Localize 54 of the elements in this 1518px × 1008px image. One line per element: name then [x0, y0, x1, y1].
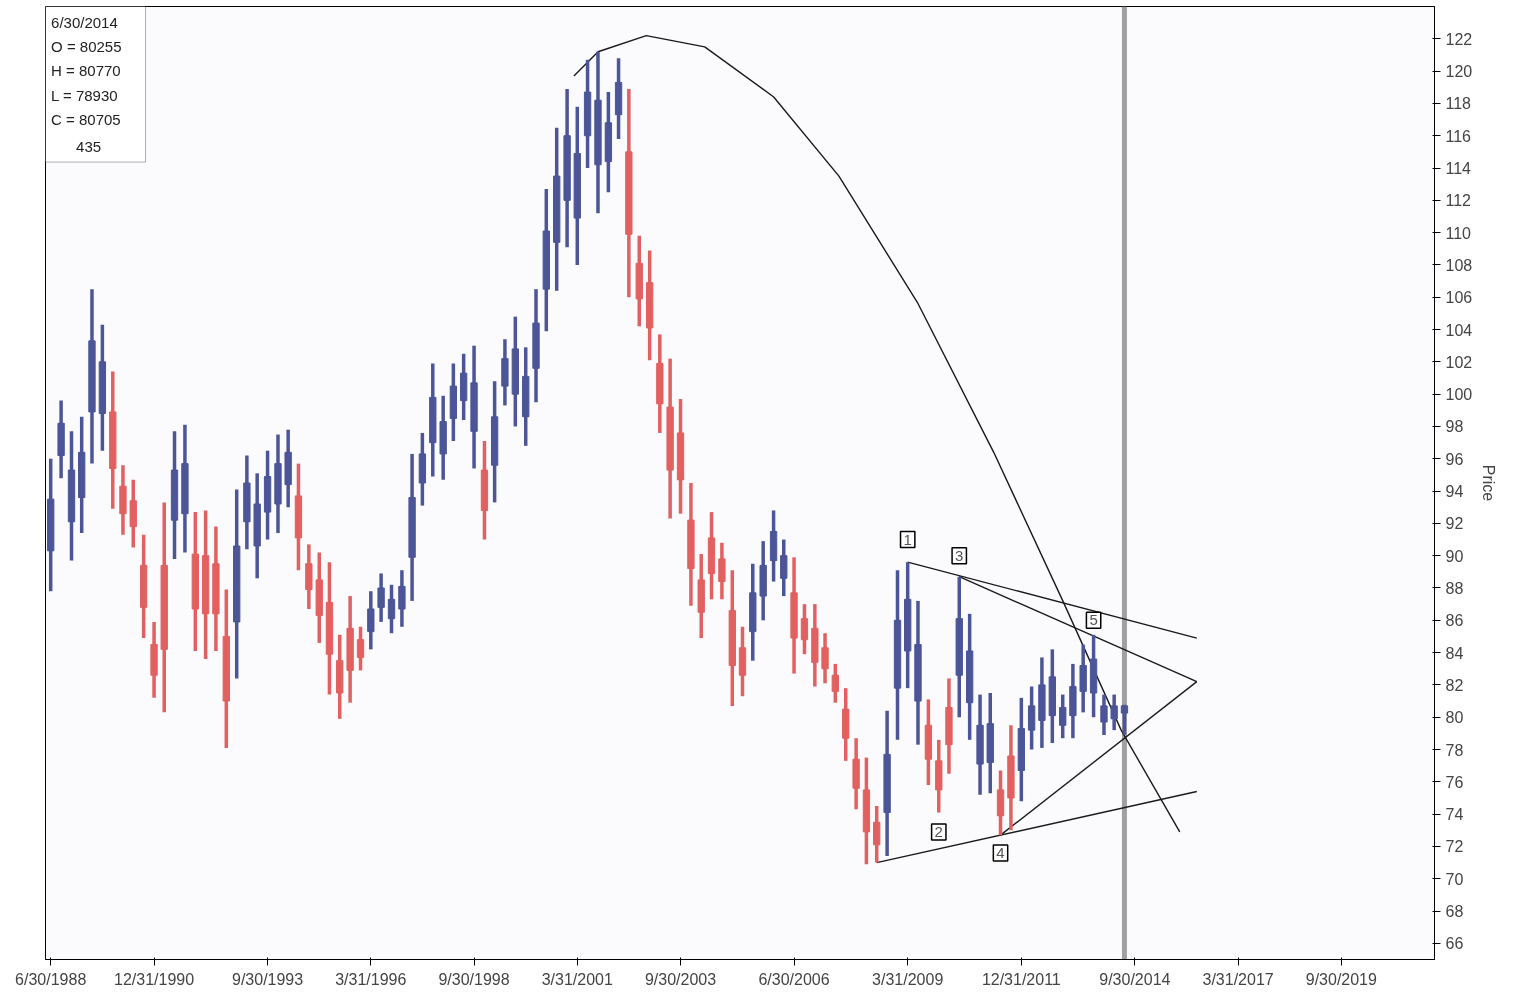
x-tick-label: 3/31/2001: [541, 970, 613, 988]
x-tick-label: 3/31/1996: [335, 970, 407, 988]
y-tick-label: 74: [1445, 806, 1464, 824]
y-tick-label: 66: [1445, 935, 1464, 953]
annotation: 5: [1089, 611, 1098, 629]
y-tick-label: 90: [1445, 547, 1464, 565]
y-tick-label: 84: [1445, 644, 1464, 662]
y-tick-label: 106: [1445, 289, 1473, 307]
annotation: 2: [934, 822, 943, 840]
y-tick-label: 72: [1445, 838, 1464, 856]
y-tick-label: 104: [1445, 321, 1473, 339]
y-tick-label: 88: [1445, 579, 1464, 597]
annotation: 3: [955, 546, 964, 564]
x-tick-label: 12/31/1990: [114, 970, 195, 988]
x-tick-label: 9/30/2014: [1099, 970, 1171, 988]
y-tick-label: 98: [1445, 418, 1464, 436]
annotation: C = 80705: [51, 111, 121, 129]
y-tick-label: 122: [1445, 30, 1473, 48]
x-tick-label: 6/30/1988: [15, 970, 87, 988]
x-tick-label: 6/30/2006: [758, 970, 830, 988]
x-tick-label: 9/30/1993: [231, 970, 304, 988]
y-tick-label: 78: [1445, 741, 1464, 759]
y-tick-label: 114: [1445, 160, 1472, 178]
y-tick-label: 70: [1445, 870, 1464, 888]
y-tick-label: 100: [1445, 386, 1473, 404]
y-tick-label: 118: [1445, 95, 1472, 113]
y-tick-label: 110: [1445, 224, 1472, 242]
y-tick-label: 80: [1445, 709, 1464, 727]
y-tick-label: 102: [1445, 353, 1473, 371]
annotation: 4: [996, 843, 1005, 861]
y-tick-label: 120: [1445, 63, 1473, 81]
x-tick-label: 9/30/2003: [644, 970, 717, 988]
y-tick-label: 108: [1445, 256, 1473, 274]
annotation: H = 80770: [51, 62, 121, 80]
y-tick-label: 92: [1445, 515, 1464, 533]
y-tick-label: 86: [1445, 612, 1464, 630]
x-tick-label: 3/31/2009: [872, 970, 944, 988]
y-axis-title: Price: [1480, 464, 1498, 502]
x-tick-label: 12/31/2011: [981, 970, 1061, 988]
y-tick-label: 116: [1445, 127, 1472, 145]
y-tick-label: 76: [1445, 773, 1464, 791]
x-tick-label: 9/30/2019: [1305, 970, 1378, 988]
y-tick-label: 68: [1445, 903, 1464, 921]
y-tick-label: 94: [1445, 483, 1464, 501]
x-tick-label: 9/30/1998: [438, 970, 510, 988]
annotation: 6/30/2014: [51, 13, 118, 31]
y-tick-label: 112: [1445, 192, 1472, 210]
annotation: 1: [903, 530, 912, 548]
annotation: 435: [76, 138, 102, 156]
x-tick-label: 3/31/2017: [1202, 970, 1274, 988]
annotation: O = 80255: [51, 38, 122, 56]
y-tick-label: 82: [1445, 676, 1464, 694]
annotation: L = 78930: [51, 86, 118, 104]
y-tick-label: 96: [1445, 450, 1464, 468]
